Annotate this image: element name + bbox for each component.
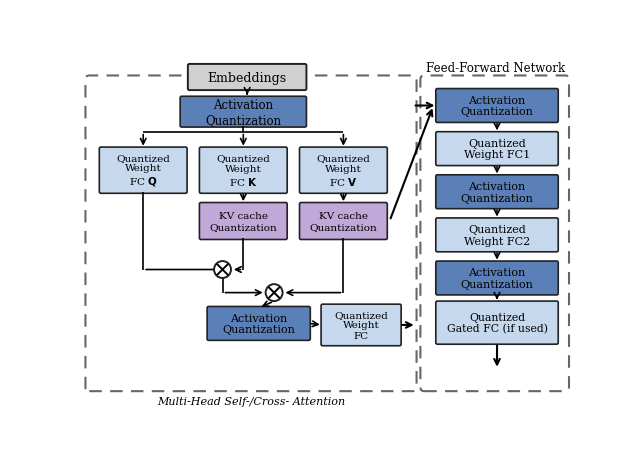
Text: Quantized
Weight
FC $\mathbf{V}$: Quantized Weight FC $\mathbf{V}$ <box>316 154 371 188</box>
Text: Activation
Quantization: Activation Quantization <box>461 268 534 289</box>
Text: Quantized
Weight
FC: Quantized Weight FC <box>334 310 388 340</box>
Text: Multi-Head Self-/Cross- Attention: Multi-Head Self-/Cross- Attention <box>157 396 345 406</box>
FancyBboxPatch shape <box>99 148 187 194</box>
FancyBboxPatch shape <box>188 65 307 91</box>
Text: Quantized
Weight FC2: Quantized Weight FC2 <box>464 225 530 246</box>
FancyBboxPatch shape <box>436 219 558 252</box>
FancyBboxPatch shape <box>436 132 558 166</box>
Text: Quantized
Weight FC1: Quantized Weight FC1 <box>464 138 530 160</box>
Text: Activation
Quantization: Activation Quantization <box>461 95 534 117</box>
Text: KV cache
Quantization: KV cache Quantization <box>209 212 277 231</box>
FancyBboxPatch shape <box>300 203 387 240</box>
Circle shape <box>214 262 231 278</box>
Text: KV cache
Quantization: KV cache Quantization <box>310 212 377 231</box>
Text: Quantized
Gated FC (if used): Quantized Gated FC (if used) <box>447 312 547 334</box>
FancyBboxPatch shape <box>436 301 558 344</box>
Text: Quantized
Weight
FC $\mathbf{Q}$: Quantized Weight FC $\mathbf{Q}$ <box>116 154 170 188</box>
Text: Embeddings: Embeddings <box>207 71 287 84</box>
Text: Activation
Quantization: Activation Quantization <box>461 181 534 203</box>
FancyBboxPatch shape <box>436 89 558 123</box>
Text: Activation
Quantization: Activation Quantization <box>205 99 282 126</box>
Circle shape <box>266 285 283 301</box>
FancyBboxPatch shape <box>180 97 307 128</box>
FancyBboxPatch shape <box>207 307 310 341</box>
FancyBboxPatch shape <box>436 175 558 209</box>
Text: Activation
Quantization: Activation Quantization <box>222 313 295 334</box>
FancyBboxPatch shape <box>300 148 387 194</box>
FancyBboxPatch shape <box>200 203 287 240</box>
Text: Quantized
Weight
FC $\mathbf{K}$: Quantized Weight FC $\mathbf{K}$ <box>216 154 270 188</box>
Text: Feed-Forward Network: Feed-Forward Network <box>426 62 564 75</box>
FancyBboxPatch shape <box>321 305 401 346</box>
FancyBboxPatch shape <box>436 262 558 295</box>
FancyBboxPatch shape <box>200 148 287 194</box>
